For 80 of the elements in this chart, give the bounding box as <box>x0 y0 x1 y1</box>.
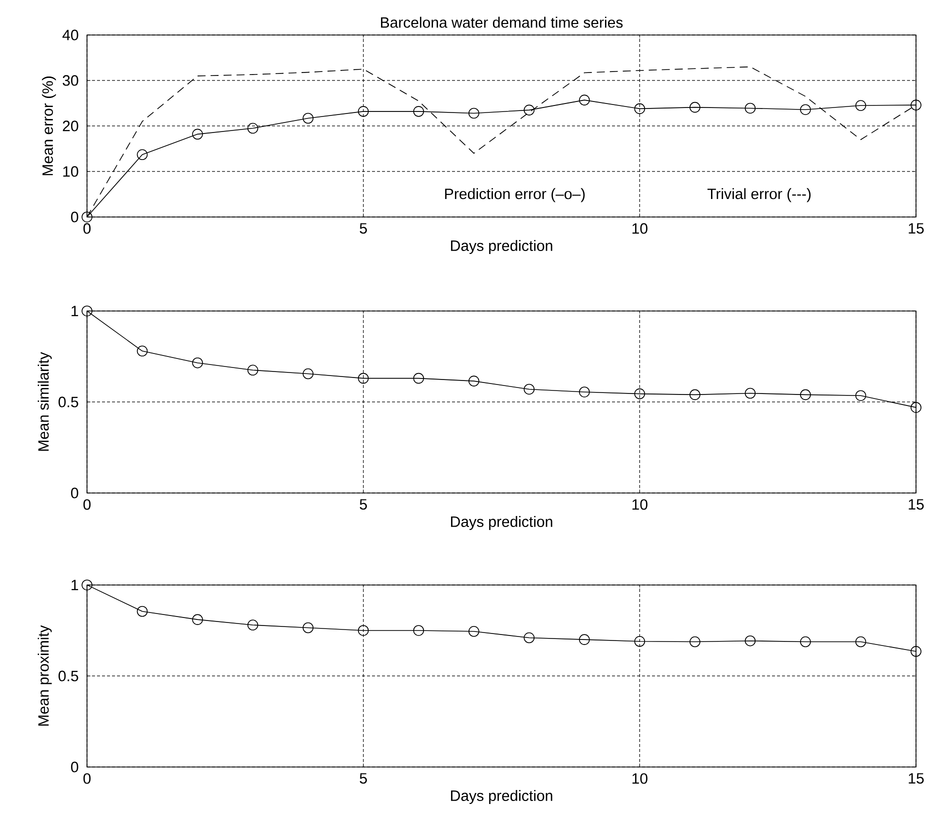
point <box>579 94 590 106</box>
point <box>358 625 369 636</box>
point <box>579 386 590 398</box>
point <box>192 614 203 625</box>
point <box>690 389 700 400</box>
x-tick-label: 10 <box>632 223 648 234</box>
y-tick-label: 0.5 <box>58 396 78 408</box>
x-tick-label: 5 <box>360 773 367 784</box>
point <box>524 104 535 116</box>
point <box>910 646 922 657</box>
point <box>690 636 700 648</box>
y-axis-title: Mean proximity <box>38 625 52 726</box>
point <box>82 212 92 222</box>
point <box>579 634 590 645</box>
point <box>800 389 811 400</box>
y-tick-label: 40 <box>62 30 78 40</box>
y-tick-label: 0.5 <box>58 670 78 682</box>
x-axis-title: Days prediction <box>451 240 552 254</box>
y-tick-label: 0 <box>71 488 78 498</box>
y-tick-label: 20 <box>62 120 78 132</box>
point <box>136 149 148 160</box>
point <box>744 635 756 646</box>
point <box>800 636 811 648</box>
point <box>468 108 480 119</box>
y-tick-label: 30 <box>62 75 78 86</box>
point <box>468 626 480 637</box>
point <box>358 372 369 384</box>
point <box>910 402 922 413</box>
x-tick-label: 10 <box>632 499 648 510</box>
point <box>413 106 424 117</box>
point <box>247 122 258 134</box>
y-tick-label: 1 <box>72 580 78 590</box>
point <box>413 625 424 636</box>
point <box>247 364 258 376</box>
y-tick-label: 10 <box>63 166 78 177</box>
x-tick-label: 10 <box>632 773 648 784</box>
x-axis-title: Days prediction <box>451 516 552 530</box>
x-tick-label: 15 <box>908 499 924 510</box>
point <box>744 102 756 114</box>
point <box>634 636 646 647</box>
point <box>413 372 424 384</box>
annotation: Trivial error (---) <box>707 188 811 202</box>
point <box>634 103 646 114</box>
point <box>855 100 866 111</box>
x-axis-title: Days prediction <box>451 790 552 804</box>
point <box>524 632 535 644</box>
point <box>855 636 866 648</box>
x-tick-label: 0 <box>83 773 91 784</box>
point <box>800 104 811 116</box>
x-tick-label: 0 <box>83 499 91 510</box>
point <box>302 622 314 634</box>
y-axis-title: Mean similarity <box>38 352 52 451</box>
point <box>690 102 700 113</box>
x-tick-label: 15 <box>908 223 924 234</box>
point <box>910 100 922 110</box>
point <box>136 346 148 356</box>
x-tick-label: 15 <box>908 773 924 784</box>
point <box>302 368 314 380</box>
point <box>192 128 203 140</box>
point <box>302 112 314 124</box>
point <box>634 388 646 400</box>
chart-title: Barcelona water demand time series <box>381 16 623 28</box>
point <box>82 580 92 590</box>
x-tick-label: 5 <box>360 499 367 510</box>
y-tick-label: 0 <box>71 212 78 222</box>
point <box>744 388 756 399</box>
point <box>82 306 92 316</box>
point <box>247 620 258 630</box>
y-tick-label: 1 <box>72 306 78 316</box>
y-tick-label: 0 <box>71 762 78 772</box>
x-tick-label: 0 <box>83 223 91 234</box>
point <box>468 376 480 386</box>
y-axis-title: Mean error (%) <box>42 76 56 176</box>
point <box>855 390 866 402</box>
point <box>524 384 535 395</box>
x-tick-label: 5 <box>360 223 367 234</box>
point <box>358 106 369 117</box>
point <box>192 357 203 368</box>
annotation: Prediction error (–o–) <box>445 188 585 202</box>
point <box>136 606 148 617</box>
